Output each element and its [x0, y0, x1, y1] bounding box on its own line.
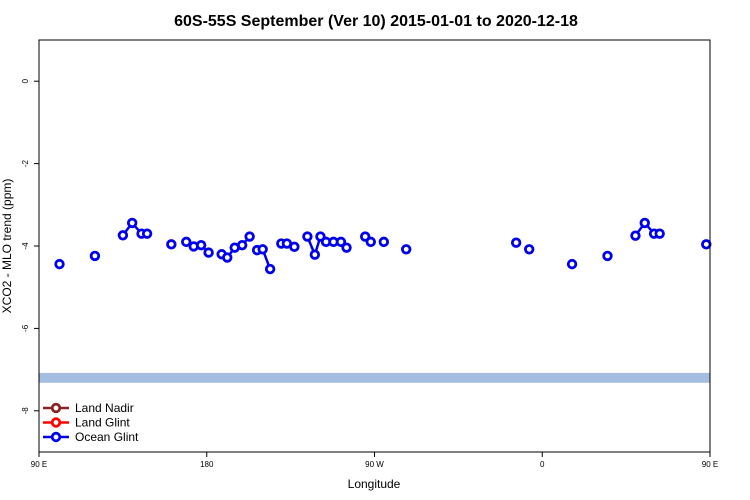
legend-marker — [50, 417, 62, 428]
data-point — [701, 239, 712, 250]
x-tick-label: 90 W — [365, 460, 384, 469]
data-point — [289, 241, 300, 253]
data-point — [602, 250, 613, 262]
chart-title: 60S-55S September (Ver 10) 2015-01-01 to… — [174, 13, 578, 30]
y-tick-label: -2 — [21, 159, 30, 167]
data-point — [365, 236, 376, 248]
y-tick-label: -4 — [21, 242, 30, 250]
x-tick-label: 180 — [200, 460, 214, 469]
data-point — [341, 242, 352, 253]
data-point — [510, 237, 522, 248]
legend-marker — [50, 431, 62, 443]
y-tick-label: -6 — [21, 324, 30, 332]
data-point — [566, 258, 578, 270]
x-tick-label: 90 E — [31, 460, 47, 469]
data-point — [126, 217, 138, 229]
reference-band-layer — [39, 372, 710, 383]
data-point — [335, 236, 347, 248]
x-tick-label: 0 — [540, 460, 545, 469]
data-point — [264, 263, 276, 275]
data-point — [524, 244, 535, 255]
data-point — [309, 249, 321, 260]
x-tick-label: 90 E — [702, 460, 718, 469]
plot-frame — [38, 39, 711, 453]
y-axis-label: XCO2 - MLO trend (ppm) — [0, 179, 14, 314]
legend-label: Ocean Glint — [75, 430, 139, 444]
data-point — [54, 258, 65, 270]
data-point — [236, 239, 248, 251]
data-point — [630, 230, 641, 241]
data-point — [203, 247, 214, 258]
y-tick-label: -8 — [21, 407, 30, 415]
y-tick-label: 0 — [21, 78, 30, 83]
data-point — [195, 239, 207, 251]
data-point — [302, 231, 313, 242]
data-point — [654, 228, 665, 239]
data-point — [89, 250, 101, 262]
data-point — [400, 244, 412, 255]
reference-band — [39, 372, 710, 383]
data-point — [117, 230, 129, 241]
data-point — [378, 236, 390, 248]
data-point — [166, 239, 177, 250]
legend-label: Land Nadir — [75, 401, 134, 415]
data-point — [141, 228, 153, 239]
data-point — [639, 217, 650, 229]
y-axis: 0 -2 -4 -6 -8 — [21, 78, 39, 414]
x-axis-label: Longitude — [348, 477, 401, 491]
data-point — [181, 236, 192, 248]
data-point — [257, 244, 268, 255]
series-layer — [54, 217, 712, 275]
data-point — [244, 231, 255, 242]
data-point — [222, 252, 233, 263]
legend-label: Land Glint — [75, 416, 130, 430]
legend-marker — [50, 402, 62, 414]
